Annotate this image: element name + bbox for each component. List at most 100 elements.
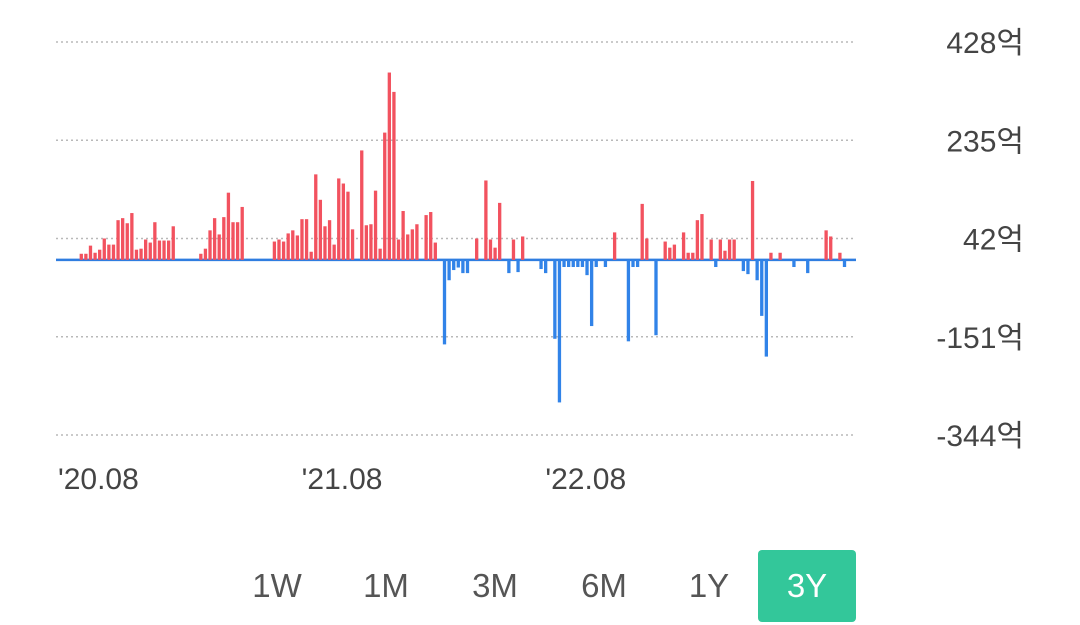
bar-positive — [424, 215, 428, 260]
bar-negative — [571, 259, 575, 268]
bar-positive — [93, 252, 97, 260]
bar-negative — [580, 259, 585, 268]
bar-positive — [291, 230, 295, 260]
bar-positive — [727, 239, 732, 260]
bar-positive — [484, 180, 488, 260]
bars — [79, 72, 847, 403]
bar-positive — [718, 239, 723, 260]
bar-positive — [695, 220, 700, 260]
bar-positive — [732, 239, 736, 260]
bar-positive — [134, 249, 139, 260]
bar-positive — [396, 239, 401, 260]
bar-negative — [746, 259, 750, 275]
bar-positive — [217, 234, 221, 260]
x-tick-label: '21.08 — [302, 463, 383, 496]
y-tick-label: -344억 — [936, 420, 1024, 453]
bar-positive — [475, 238, 479, 260]
bar-positive — [838, 252, 842, 260]
bar-positive — [166, 240, 171, 260]
bar-positive — [300, 219, 304, 260]
bar-positive — [341, 183, 346, 260]
range-3y-button[interactable]: 3Y — [758, 550, 856, 622]
bar-positive — [378, 248, 382, 260]
bar-positive — [498, 202, 502, 260]
bar-negative — [714, 259, 718, 268]
bar-positive — [373, 190, 378, 260]
bar-positive — [350, 229, 355, 260]
bar-negative — [507, 259, 511, 274]
bar-positive — [521, 236, 525, 260]
bar-positive — [700, 214, 704, 260]
bar-negative — [741, 259, 746, 272]
bar-positive — [199, 253, 203, 260]
bar-positive — [387, 72, 391, 260]
bar-positive — [130, 213, 134, 260]
bar-positive — [235, 222, 240, 260]
bar-positive — [304, 219, 309, 260]
bar-positive — [401, 211, 405, 260]
range-3m-button[interactable]: 3M — [446, 550, 544, 622]
bar-positive — [203, 248, 208, 260]
bar-positive — [640, 203, 644, 260]
bar-positive — [769, 252, 773, 260]
bar-negative — [562, 259, 566, 268]
bar-positive — [369, 224, 373, 260]
x-axis-ticks: '20.08 '21.08 '22.08 — [58, 463, 626, 496]
bar-positive — [383, 132, 387, 260]
x-tick-label: '22.08 — [545, 463, 626, 496]
bar-negative — [764, 259, 768, 357]
y-tick-label: -151억 — [936, 322, 1024, 355]
bar-positive — [153, 222, 157, 260]
bar-negative — [842, 259, 847, 268]
bar-positive — [88, 245, 93, 260]
bar-positive — [663, 241, 667, 260]
bar-positive — [222, 217, 226, 260]
bar-negative — [442, 259, 447, 345]
bar-negative — [516, 259, 520, 273]
bar-positive — [364, 225, 368, 260]
bar-positive — [148, 242, 152, 260]
net-flow-bar-chart: 428억 235억 42억 -151억 -344억 '20.08 '21.08 … — [56, 27, 1024, 496]
range-1y-button[interactable]: 1Y — [660, 550, 758, 622]
bar-negative — [539, 259, 543, 270]
bar-positive — [231, 222, 235, 260]
y-tick-label: 235억 — [946, 125, 1024, 158]
bar-positive — [314, 174, 318, 260]
range-6m-button[interactable]: 6M — [555, 550, 653, 622]
bar-positive — [84, 253, 88, 260]
bar-negative — [631, 259, 635, 268]
bar-positive — [829, 236, 833, 260]
bar-positive — [272, 241, 277, 260]
bar-positive — [346, 191, 350, 260]
bar-positive — [681, 232, 686, 260]
bar-positive — [208, 230, 212, 260]
bar-negative — [452, 259, 456, 271]
period-range-selector: 1W 1M 3M 6M 1Y 3Y — [0, 546, 1080, 624]
range-1m-button[interactable]: 1M — [337, 550, 435, 622]
bar-positive — [171, 226, 175, 260]
bar-negative — [456, 259, 460, 268]
bar-negative — [635, 259, 640, 268]
y-tick-label: 428억 — [946, 27, 1024, 60]
bar-negative — [654, 259, 658, 336]
bar-positive — [691, 252, 695, 260]
bar-positive — [144, 239, 148, 260]
bar-positive — [612, 232, 617, 260]
bar-positive — [360, 150, 364, 260]
bar-negative — [544, 259, 548, 274]
y-axis-ticks: 428억 235억 42억 -151억 -344억 — [936, 27, 1024, 453]
bar-positive — [98, 249, 102, 260]
range-1w-button[interactable]: 1W — [228, 550, 326, 622]
bar-positive — [392, 91, 396, 260]
bar-positive — [750, 180, 755, 260]
bar-positive — [415, 224, 419, 260]
bar-positive — [240, 206, 244, 260]
x-tick-label: '20.08 — [58, 463, 139, 496]
bar-positive — [281, 241, 286, 260]
bar-negative — [461, 259, 465, 274]
bar-negative — [553, 259, 557, 339]
bar-positive — [107, 244, 111, 260]
bar-positive — [824, 230, 828, 260]
bar-positive — [668, 247, 672, 260]
bar-positive — [709, 239, 713, 260]
